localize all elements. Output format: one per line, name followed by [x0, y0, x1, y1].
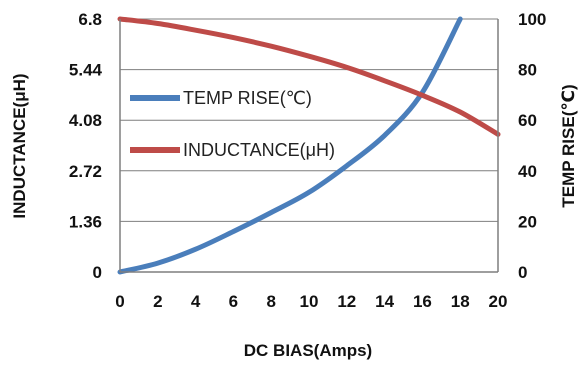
x-tick-label: 8: [266, 292, 275, 311]
inductance-line: [117, 16, 501, 137]
y-right-tick-label: 80: [518, 61, 537, 80]
legend: TEMP RISE(℃) INDUCTANCE(μH): [130, 88, 335, 160]
x-tick-label: 18: [451, 292, 470, 311]
axes: [119, 19, 499, 273]
x-tick-label: 20: [489, 292, 508, 311]
x-tick-label: 4: [191, 292, 201, 311]
legend-label-inductance: INDUCTANCE(μH): [183, 140, 335, 160]
y-right-tick-label: 20: [518, 212, 537, 231]
x-axis-title: DC BIAS(Amps): [244, 341, 372, 360]
x-tick-label: 0: [115, 292, 124, 311]
x-tick-label: 2: [153, 292, 162, 311]
left-y-axis-title: INDUCTANCE(μH): [10, 73, 29, 218]
x-tick-label: 10: [300, 292, 319, 311]
y-right-tick-label: 60: [518, 111, 537, 130]
y-left-tick-label: 0: [93, 263, 102, 282]
series-lines: [117, 16, 501, 275]
y-left-tick-label: 1.36: [69, 212, 102, 231]
x-tick-label: 16: [413, 292, 432, 311]
x-tick-label: 14: [375, 292, 394, 311]
y-right-tick-label: 100: [518, 10, 546, 29]
y-right-tick-label: 40: [518, 162, 537, 181]
y-left-tick-label: 6.8: [78, 10, 102, 29]
right-y-axis-title: TEMP RISE(℃): [559, 84, 578, 207]
x-tick-label: 6: [229, 292, 238, 311]
y-left-tick-label: 2.72: [69, 162, 102, 181]
y-left-tick-label: 4.08: [69, 111, 102, 130]
tick-labels: 0 1.36 2.72 4.08 5.44 6.8 0 20 40 60 80 100 0 2 4 6 8 10 1…: [69, 10, 546, 311]
legend-label-temp-rise: TEMP RISE(℃): [183, 88, 312, 108]
x-tick-label: 12: [337, 292, 356, 311]
y-left-tick-label: 5.44: [69, 61, 103, 80]
y-right-tick-label: 0: [518, 263, 527, 282]
temp-rise-line: [117, 16, 463, 275]
